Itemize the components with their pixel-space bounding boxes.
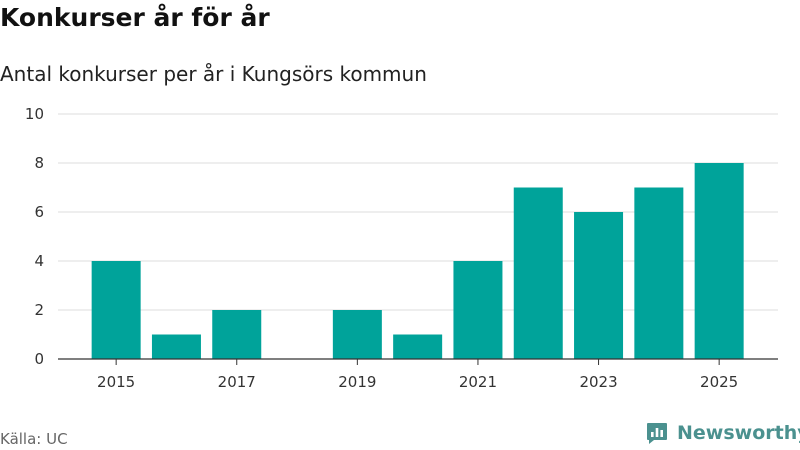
- bar-2019: [332, 310, 382, 359]
- bar-2020: [393, 334, 443, 359]
- y-tick-label: 4: [34, 252, 44, 270]
- bar-2022: [513, 187, 563, 359]
- x-tick-label: 2019: [338, 373, 376, 391]
- bar-chart-logo-icon: [647, 423, 667, 444]
- y-tick-label: 0: [34, 350, 44, 368]
- x-tick-label: 2025: [700, 373, 738, 391]
- brand-name: Newsworthy: [677, 422, 800, 444]
- y-tick-label: 6: [34, 203, 44, 221]
- bar-chart: 0 2 4 6 8 10 2015 2017 2019 2021 2023 2025: [25, 105, 778, 391]
- bars: [91, 163, 744, 359]
- x-tick-label: 2017: [218, 373, 256, 391]
- bar-2025: [694, 163, 744, 359]
- x-axis-ticks: 2015 2017 2019 2021 2023 2025: [97, 359, 738, 391]
- bar-2016: [151, 334, 201, 359]
- chart-subtitle: Antal konkurser per år i Kungsörs kommun: [0, 62, 427, 86]
- source-note: Källa: UC: [0, 430, 68, 448]
- brand-logo: Newsworthy: [645, 421, 800, 445]
- bar-2021: [453, 261, 503, 359]
- chart-title: Konkurser år för år: [0, 3, 270, 32]
- x-tick-label: 2023: [579, 373, 617, 391]
- bar-2024: [634, 187, 684, 359]
- x-tick-label: 2015: [97, 373, 135, 391]
- x-tick-label: 2021: [459, 373, 497, 391]
- y-axis-ticks: 0 2 4 6 8 10: [25, 105, 44, 368]
- bar-2023: [574, 212, 624, 359]
- bar-2015: [91, 261, 141, 359]
- y-tick-label: 2: [34, 301, 44, 319]
- y-tick-label: 10: [25, 105, 44, 123]
- bar-2017: [212, 310, 262, 359]
- y-tick-label: 8: [34, 154, 44, 172]
